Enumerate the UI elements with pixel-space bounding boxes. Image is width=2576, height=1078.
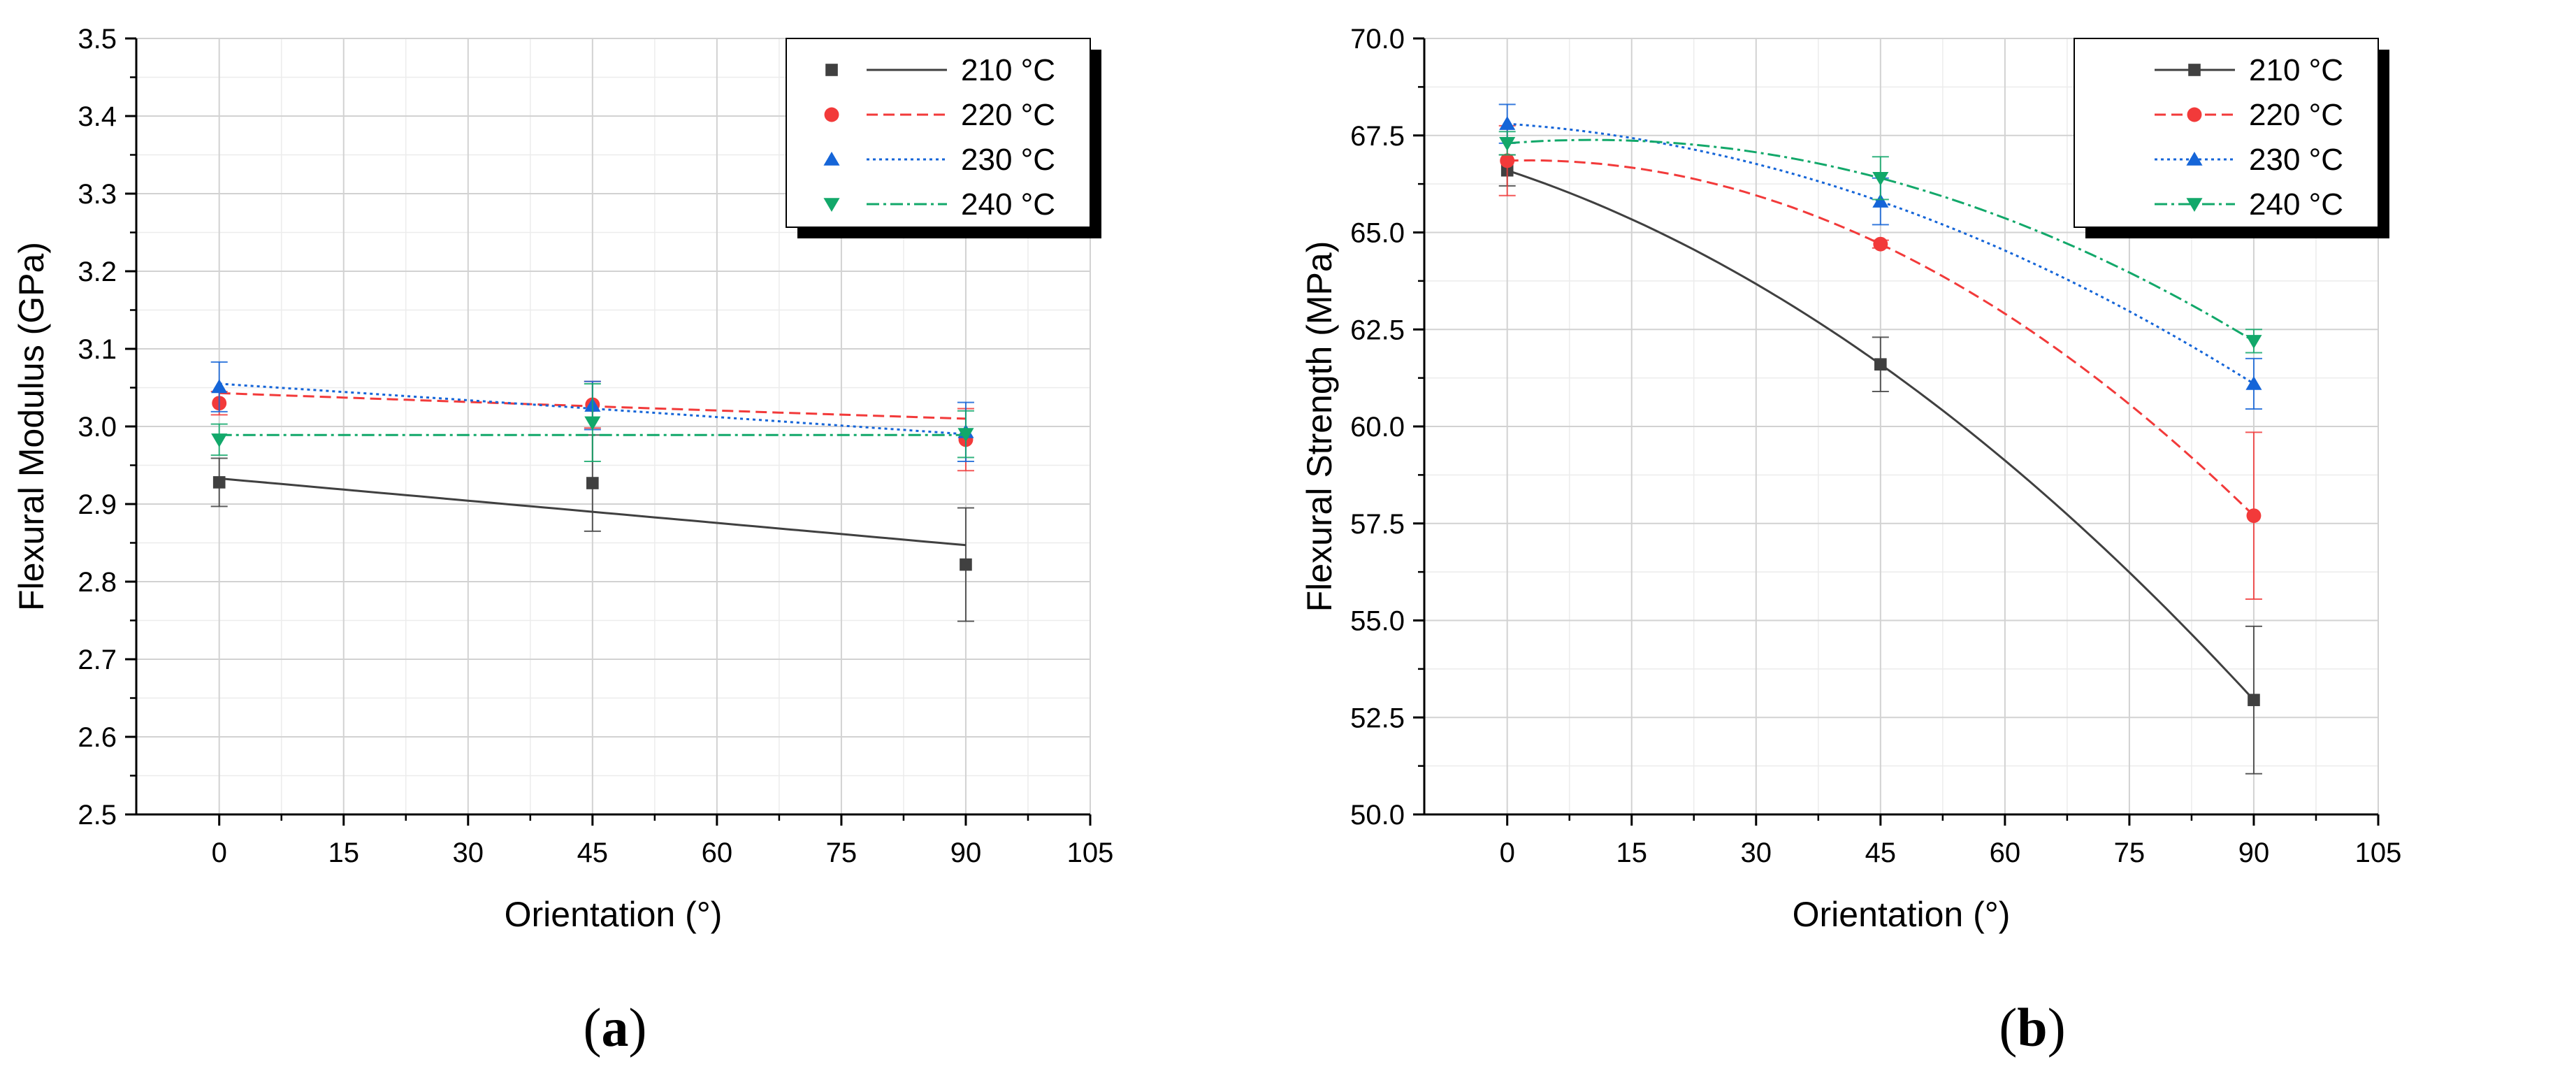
x-tick-label: 30 xyxy=(453,838,484,868)
y-tick-label: 65.0 xyxy=(1350,218,1405,249)
x-tick-label: 105 xyxy=(2355,838,2402,868)
series-3 xyxy=(1498,131,2262,354)
y-tick-label: 2.8 xyxy=(78,567,117,598)
x-tick-label: 90 xyxy=(2238,838,2270,868)
data-point xyxy=(211,433,228,447)
y-tick-label: 3.2 xyxy=(78,257,117,287)
x-tick-label: 15 xyxy=(328,838,359,868)
data-point xyxy=(2245,335,2262,349)
data-point xyxy=(2248,693,2260,707)
data-point xyxy=(1874,358,1887,371)
y-tick-label: 3.3 xyxy=(78,179,117,210)
legend-marker-0 xyxy=(825,64,838,76)
y-tick-label: 2.9 xyxy=(78,489,117,520)
y-tick-label: 2.7 xyxy=(78,645,117,675)
data-point xyxy=(211,379,228,394)
x-tick-label: 15 xyxy=(1616,838,1647,868)
y-tick-label: 55.0 xyxy=(1350,606,1405,637)
y-tick-label: 52.5 xyxy=(1350,703,1405,733)
legend-marker-3 xyxy=(823,198,840,212)
y-tick-label: 2.6 xyxy=(78,722,117,753)
legend-label-0: 210 °C xyxy=(2249,53,2343,87)
x-tick-label: 60 xyxy=(702,838,733,868)
data-point xyxy=(1872,194,1889,208)
y-tick-label: 60.0 xyxy=(1350,412,1405,443)
data-point xyxy=(1872,172,1889,186)
series-3 xyxy=(210,382,974,462)
legend-label-1: 220 °C xyxy=(2249,98,2343,132)
data-point xyxy=(2246,508,2262,524)
fit-line-3 xyxy=(1507,138,2255,343)
legend-marker-2 xyxy=(823,152,840,166)
y-tick-label: 50.0 xyxy=(1350,800,1405,831)
x-tick-label: 75 xyxy=(826,838,858,868)
x-axis-title: Orientation (°) xyxy=(1793,895,2011,934)
data-point xyxy=(1873,236,1888,252)
legend-label-1: 220 °C xyxy=(961,98,1055,132)
x-tick-label: 30 xyxy=(1741,838,1772,868)
x-tick-label: 90 xyxy=(950,838,982,868)
fit-line-2 xyxy=(219,382,967,436)
y-tick-label: 62.5 xyxy=(1350,315,1405,345)
y-tick-label: 2.5 xyxy=(78,800,117,831)
legend-label-0: 210 °C xyxy=(961,53,1055,87)
x-tick-label: 75 xyxy=(2114,838,2146,868)
x-tick-label: 45 xyxy=(1865,838,1897,868)
x-tick-label: 0 xyxy=(212,838,227,868)
y-tick-label: 3.4 xyxy=(78,101,117,132)
x-tick-label: 0 xyxy=(1500,838,1515,868)
y-tick-label: 57.5 xyxy=(1350,509,1405,540)
y-tick-label: 70.0 xyxy=(1350,24,1405,55)
flexural-strength-chart: 0 15 30 45 60 75 90 105 50.0 52.5 55.0 57.5 60.0 62.5… xyxy=(1300,24,2402,934)
data-point xyxy=(1499,116,1516,130)
x-tick-label: 105 xyxy=(1067,838,1114,868)
y-tick-label: 3.1 xyxy=(78,334,117,365)
data-point xyxy=(957,428,974,443)
caption-b: (b) xyxy=(1999,997,2066,1058)
data-point xyxy=(1500,153,1515,168)
y-tick-label: 3.5 xyxy=(78,24,117,55)
fit-line-2 xyxy=(1507,122,2255,385)
x-tick-label: 60 xyxy=(1990,838,2021,868)
data-point xyxy=(1499,137,1516,151)
legend-marker-1 xyxy=(824,107,839,122)
data-point xyxy=(960,558,972,571)
legend-label-3: 240 °C xyxy=(961,187,1055,222)
legend-marker-0 xyxy=(2188,64,2201,76)
y-axis-title: Flexural Strength (MPa) xyxy=(1300,241,1339,612)
legend-label-3: 240 °C xyxy=(2249,187,2343,222)
legend-label-2: 230 °C xyxy=(2249,143,2343,177)
series-1 xyxy=(1498,124,2262,600)
data-point xyxy=(212,476,226,489)
data-point xyxy=(586,477,599,489)
legend-marker-2 xyxy=(2186,152,2203,166)
flexural-modulus-chart: 0 15 30 45 60 75 90 105 2.5 2.6 2.7 2.8 2.9 3.0 3.1 3.2… xyxy=(12,24,1114,934)
legend-marker-1 xyxy=(2187,107,2202,122)
y-tick-label: 67.5 xyxy=(1350,121,1405,152)
y-tick-label: 3.0 xyxy=(78,412,117,443)
y-axis-title: Flexural Modulus (GPa) xyxy=(12,242,51,611)
legend-marker-3 xyxy=(2186,198,2203,212)
legend-label-2: 230 °C xyxy=(961,143,1055,177)
data-point xyxy=(2245,375,2262,390)
caption-a: (a) xyxy=(583,997,647,1058)
x-axis-title: Orientation (°) xyxy=(505,895,723,934)
x-tick-label: 45 xyxy=(577,838,609,868)
data-point xyxy=(584,416,601,431)
